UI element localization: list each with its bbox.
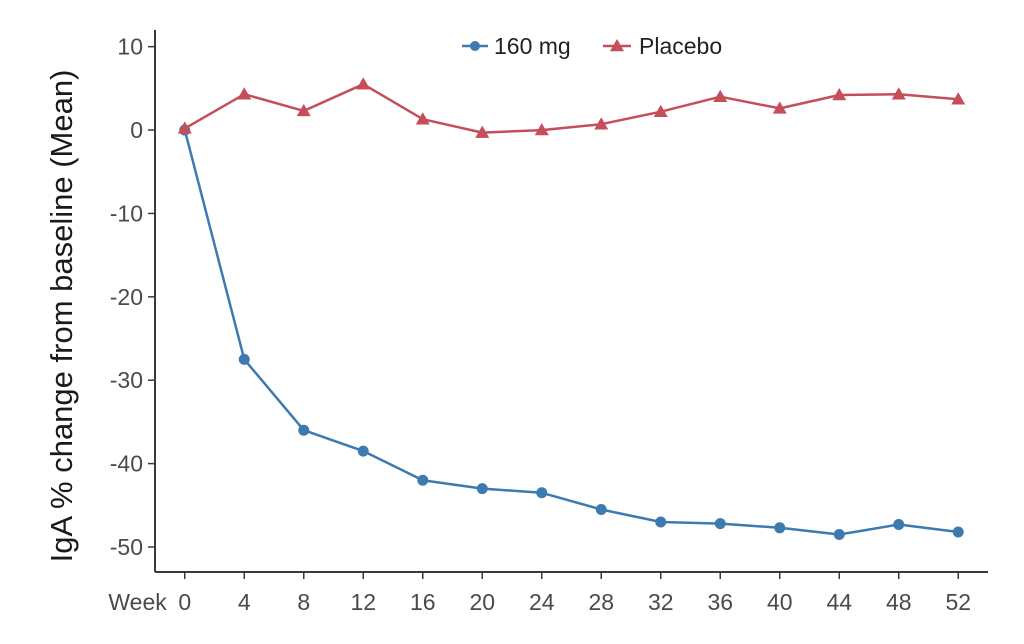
y-tick-label: 0 [130, 117, 143, 143]
point-placebo [415, 112, 430, 125]
axes: 100-10-20-30-40-50 0 4 8 12 16 20 24 28 32 36 40 44… [44, 30, 988, 615]
y-tick-label: 10 [117, 34, 143, 60]
point-placebo [951, 92, 966, 105]
point-160-mg [298, 424, 310, 436]
point-160-mg [774, 522, 786, 534]
point-placebo [475, 125, 490, 138]
series-layer [177, 77, 966, 540]
x-tick-label: 40 [767, 589, 793, 615]
legend-marker-placebo [610, 39, 624, 52]
x-tick-label: 52 [945, 589, 971, 615]
x-tick-label: 8 [297, 589, 310, 615]
point-placebo [772, 101, 787, 114]
point-160-mg [893, 518, 905, 530]
y-axis-title: IgA % change from baseline (Mean) [44, 70, 79, 563]
point-160-mg [655, 516, 667, 528]
x-axis-ticks: 0 4 8 12 16 20 24 28 32 36 40 44 48 52 [178, 572, 971, 615]
y-tick-label: -10 [110, 200, 143, 226]
y-tick-label: -40 [110, 451, 143, 477]
x-tick-label: 4 [238, 589, 251, 615]
point-placebo [713, 89, 728, 102]
point-placebo [653, 104, 668, 117]
legend-item-placebo: Placebo [603, 33, 722, 59]
x-tick-label: 44 [826, 589, 852, 615]
x-tick-label: 28 [588, 589, 614, 615]
point-placebo [594, 117, 609, 130]
point-placebo [832, 88, 847, 101]
x-tick-label: 24 [529, 589, 555, 615]
x-tick-label: 12 [350, 589, 376, 615]
x-tick-label: 36 [707, 589, 733, 615]
series-160-mg [179, 124, 964, 540]
series-line-160-mg [183, 129, 959, 536]
y-tick-label: -30 [110, 367, 143, 393]
point-160-mg [357, 445, 369, 457]
legend-label-placebo: Placebo [639, 33, 722, 59]
point-placebo [296, 103, 311, 117]
x-axis-title: Week [108, 589, 167, 615]
point-160-mg [417, 474, 429, 486]
legend: 160 mg Placebo [462, 33, 722, 59]
point-160-mg [952, 526, 964, 538]
point-placebo [534, 123, 549, 136]
point-160-mg [714, 518, 726, 530]
point-160-mg [238, 353, 250, 365]
x-tick-label: 0 [178, 589, 191, 615]
point-placebo [356, 77, 371, 90]
series-placebo [177, 77, 966, 138]
y-tick-label: -50 [110, 534, 143, 560]
legend-label-160mg: 160 mg [494, 33, 571, 59]
series-line-placebo [184, 82, 959, 134]
point-160-mg [536, 487, 548, 499]
point-160-mg [595, 503, 607, 515]
x-tick-label: 20 [469, 589, 495, 615]
y-tick-label: -20 [110, 284, 143, 310]
legend-marker-160mg [470, 41, 480, 51]
point-160-mg [476, 483, 488, 495]
legend-item-160mg: 160 mg [462, 33, 571, 59]
point-placebo [891, 87, 906, 100]
x-tick-label: 16 [410, 589, 436, 615]
point-placebo [237, 87, 252, 100]
x-tick-label: 32 [648, 589, 674, 615]
point-placebo [177, 121, 192, 134]
y-axis-ticks: 10 0 -10 -20 -30 -40 -50 [110, 34, 155, 560]
x-tick-label: 48 [886, 589, 912, 615]
point-160-mg [833, 528, 845, 540]
